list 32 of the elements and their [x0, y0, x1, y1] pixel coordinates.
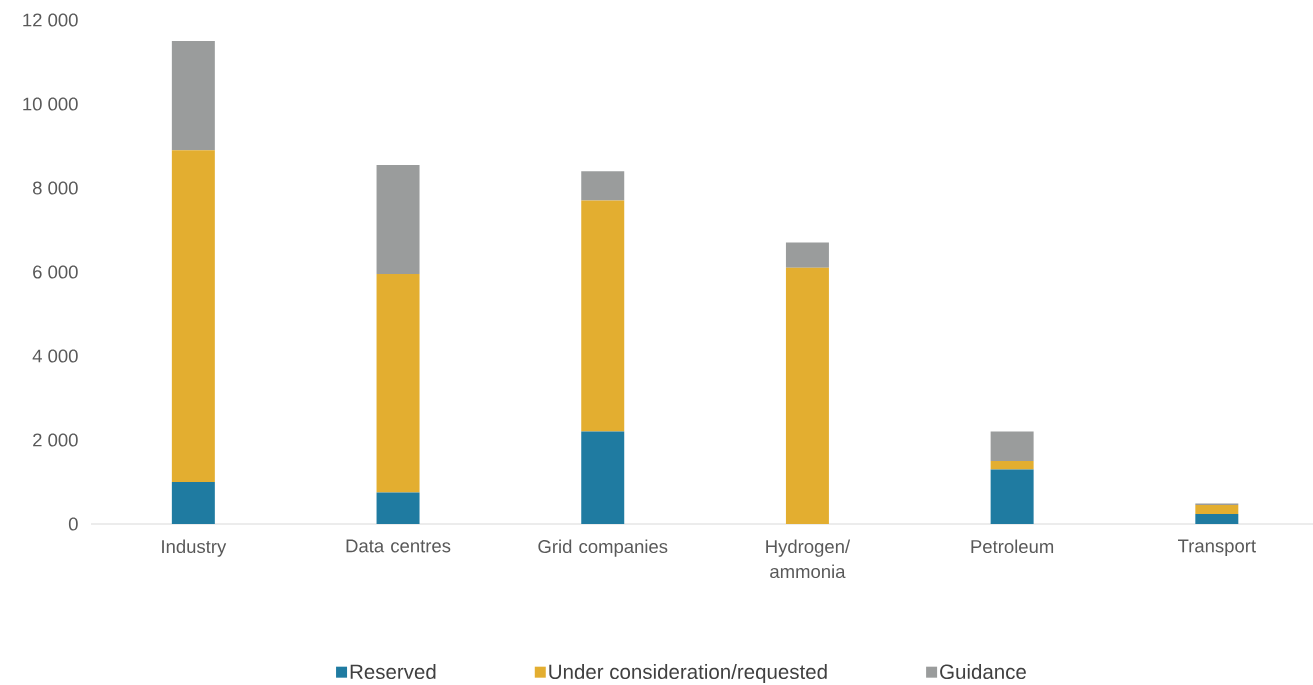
y-tick-label: 2 000	[33, 433, 78, 447]
bar	[785, 267, 829, 524]
x-tick-label: Hydrogen/ ammonia	[766, 539, 851, 579]
x-tick-label: Petroleum	[971, 539, 1054, 554]
x-tick-label: Industry	[162, 539, 227, 557]
x-tick-label: Transport	[1178, 539, 1256, 557]
x-tick-label: Grid companies	[538, 539, 668, 557]
bar	[581, 200, 625, 432]
bar	[1195, 513, 1239, 524]
bar	[785, 242, 829, 268]
bar	[581, 171, 625, 201]
y-tick-label: 10 000	[23, 97, 78, 111]
bar	[171, 41, 215, 151]
x-tick-label: Data centres	[346, 539, 451, 553]
legend-label: Guidance	[940, 664, 1026, 680]
y-tick-label: 0	[68, 517, 78, 531]
bar	[1195, 505, 1239, 514]
y-tick-label: 6 000	[33, 265, 78, 279]
legend-label: Under consideration/requested	[549, 664, 827, 684]
bar	[990, 431, 1034, 461]
bar	[376, 274, 420, 493]
y-tick-label: 4 000	[32, 349, 78, 363]
y-tick-label: 8 000	[32, 181, 78, 195]
bar	[171, 482, 215, 524]
bar	[376, 164, 420, 275]
y-tick-label: 12 000	[23, 13, 78, 27]
legend-label: Reserved	[350, 664, 436, 680]
bar	[990, 469, 1034, 524]
bar	[990, 461, 1034, 470]
bar	[376, 492, 420, 524]
bar	[581, 431, 625, 524]
bar	[171, 150, 215, 482]
